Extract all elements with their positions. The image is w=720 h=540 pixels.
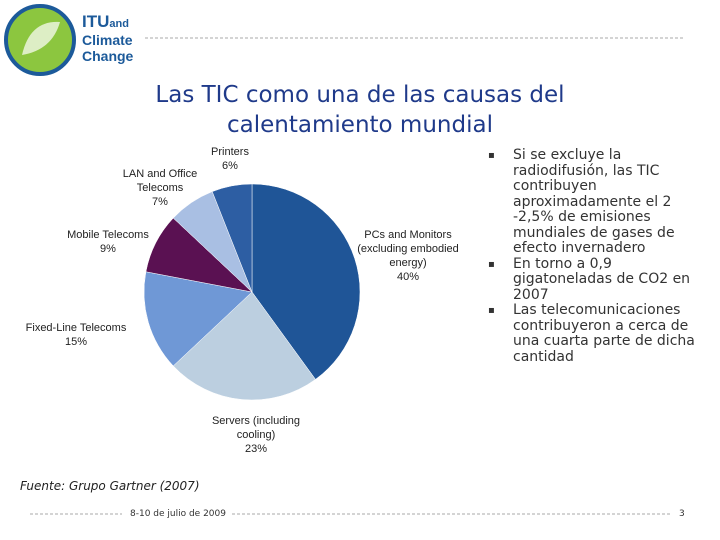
slice-category: PCs and Monitors (excluding embodied ene… <box>357 229 459 269</box>
page-number: 3 <box>679 509 685 519</box>
slice-value: 9% <box>100 243 116 255</box>
pie-slice <box>172 291 316 401</box>
slice-category: Mobile Telecoms <box>67 229 149 241</box>
slice-value: 7% <box>152 196 168 208</box>
slice-category: Fixed-Line Telecoms <box>25 322 127 334</box>
slice-category: LAN and Office Telecoms <box>122 168 198 194</box>
slice-value: 23% <box>244 443 268 455</box>
logo-word: and <box>109 18 129 30</box>
pie-slice <box>143 271 253 367</box>
pie-slice <box>251 183 361 380</box>
slice-category: Printers <box>211 146 249 158</box>
logo-word: ITU <box>82 12 110 31</box>
slice-category: Servers (including cooling) <box>211 415 301 441</box>
slice-label: Mobile Telecoms 9% <box>53 228 163 256</box>
logo-word: Climate <box>82 32 133 48</box>
bullet: Si se excluye la radiodifusión, las TIC … <box>488 147 700 257</box>
pie <box>143 183 361 401</box>
slice-label: Printers 6% <box>195 145 265 173</box>
slice-label: LAN and Office Telecoms 7% <box>110 167 210 209</box>
slice-label: PCs and Monitors (excluding embodied ene… <box>353 228 463 284</box>
logo-leaf <box>22 21 60 55</box>
slice-value: 40% <box>396 271 420 283</box>
slice-value: 15% <box>64 336 88 348</box>
logo-word: Change <box>82 48 134 64</box>
pie-slice <box>211 183 253 293</box>
slice-label: Servers (including cooling) 23% <box>201 414 311 456</box>
logo-text: ITUand Climate Change <box>82 12 134 64</box>
slide-title: Las TIC como una de las causas del calen… <box>155 82 565 138</box>
bullet-list: Si se excluye la radiodifusión, las TIC … <box>488 147 700 365</box>
slice-value: 6% <box>222 160 238 172</box>
bullet: En torno a 0,9 gigatoneladas de CO2 en 2… <box>488 256 700 304</box>
slice-label: Fixed-Line Telecoms 15% <box>11 321 141 349</box>
source: Fuente: Grupo Gartner (2007) <box>20 479 200 493</box>
footer-date: 8-10 de julio de 2009 <box>130 509 226 519</box>
bullet: Las telecomunicaciones contribuyeron a c… <box>488 302 700 365</box>
